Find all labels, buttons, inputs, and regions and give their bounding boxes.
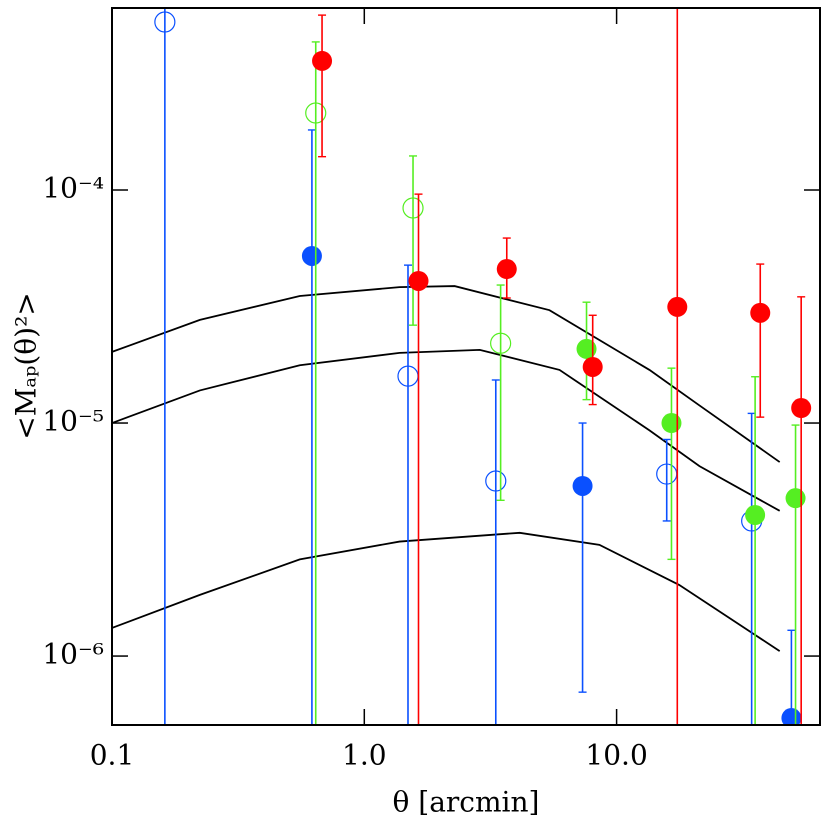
filled-point: [312, 50, 333, 71]
x-tick-label: 10.0: [585, 739, 647, 772]
filled-point: [791, 398, 812, 419]
filled-point: [408, 270, 429, 291]
y-axis-label: <Mₐₚ(θ)²>: [10, 292, 43, 440]
x-tick-label: 1.0: [342, 739, 387, 772]
filled-point: [667, 296, 688, 317]
filled-point: [576, 338, 597, 359]
model-curve: [112, 285, 781, 463]
x-tick-label: 0.1: [90, 739, 135, 772]
filled-point: [572, 475, 593, 496]
model-curve: [112, 348, 781, 512]
filled-point: [781, 708, 802, 725]
filled-point: [582, 356, 603, 377]
x-axis-label: θ [arcmin]: [393, 786, 540, 819]
filled-point: [496, 259, 517, 280]
filled-point: [661, 413, 682, 434]
open-point: [154, 11, 176, 33]
y-tick-label: 10⁻⁴: [42, 172, 104, 205]
open-point: [402, 197, 424, 219]
filled-point: [750, 302, 771, 323]
filled-point: [745, 505, 766, 526]
model-curve: [112, 531, 781, 652]
plot-frame: [111, 7, 821, 726]
filled-point: [785, 488, 806, 509]
plot-area: [112, 8, 812, 725]
filled-point: [301, 245, 322, 266]
y-tick-label: 10⁻⁶: [42, 638, 104, 671]
open-point: [305, 102, 327, 124]
y-tick-label: 10⁻⁵: [42, 405, 104, 438]
open-point: [485, 470, 507, 492]
open-point: [490, 332, 512, 354]
